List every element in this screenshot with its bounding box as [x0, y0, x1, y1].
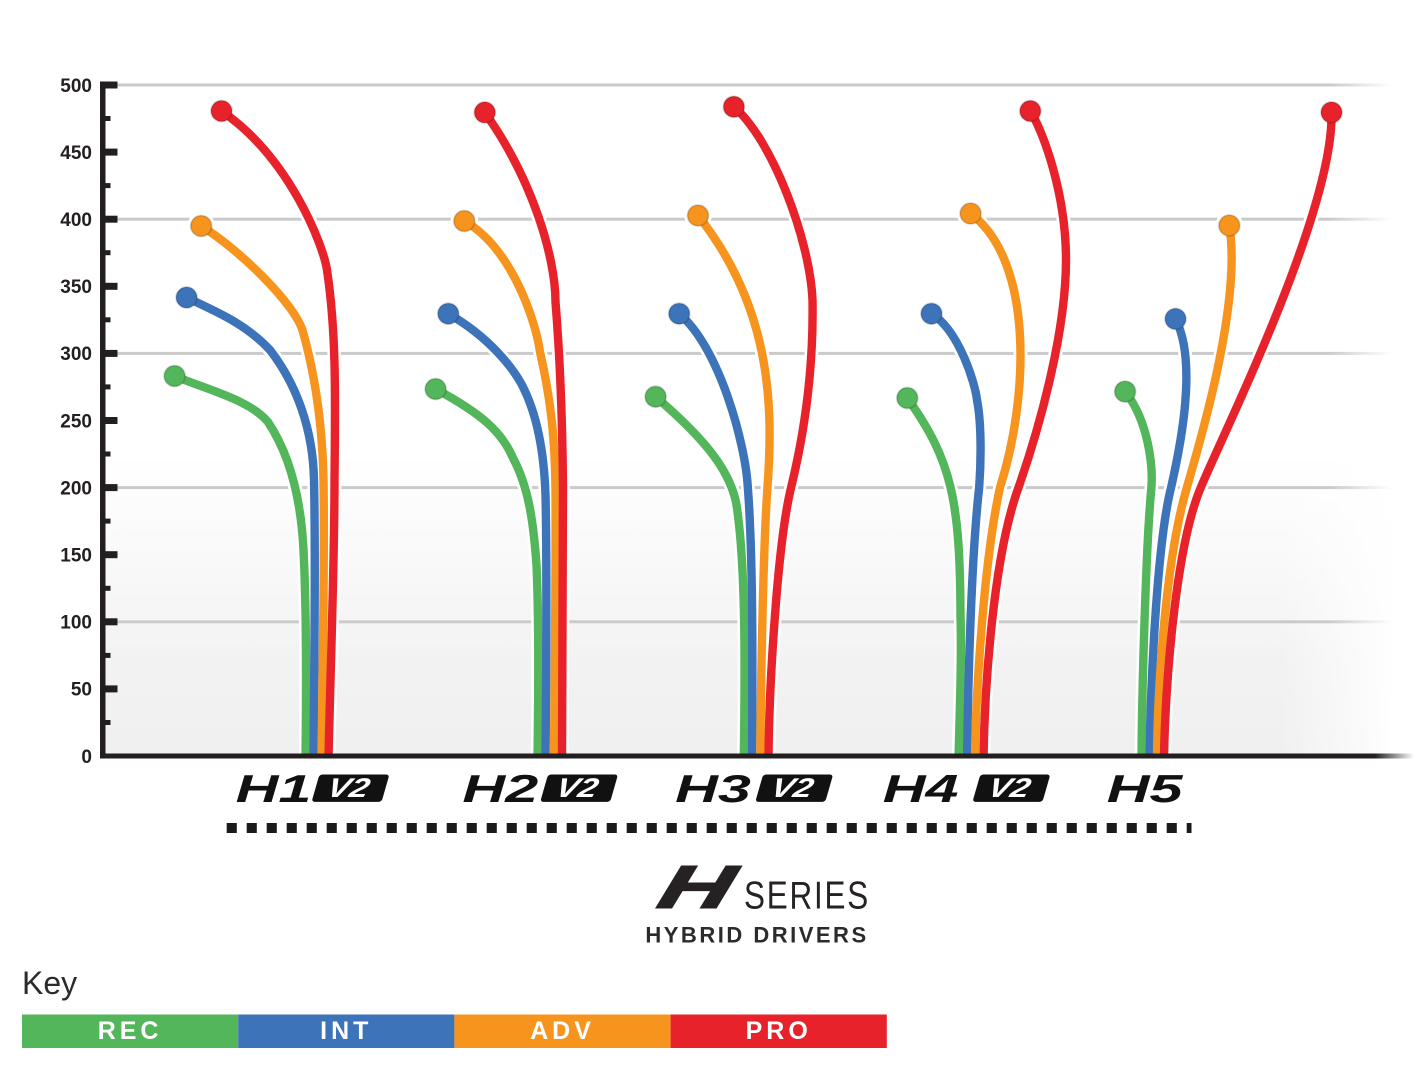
- svg-text:50: 50: [71, 680, 92, 701]
- svg-text:150: 150: [60, 546, 92, 567]
- svg-text:H1: H1: [236, 767, 312, 811]
- svg-text:H4: H4: [883, 767, 959, 811]
- svg-text:Key: Key: [22, 965, 77, 1001]
- svg-text:V2: V2: [324, 773, 374, 803]
- svg-text:SERIES: SERIES: [744, 875, 870, 918]
- svg-text:V2: V2: [985, 773, 1035, 803]
- svg-text:350: 350: [60, 277, 92, 298]
- svg-text:200: 200: [60, 478, 92, 499]
- svg-text:400: 400: [60, 210, 92, 231]
- svg-text:300: 300: [60, 344, 92, 365]
- svg-text:HYBRID DRIVERS: HYBRID DRIVERS: [645, 923, 868, 948]
- svg-text:0: 0: [81, 747, 92, 768]
- svg-text:250: 250: [60, 411, 92, 432]
- svg-text:V2: V2: [767, 773, 817, 803]
- svg-text:H3: H3: [675, 767, 751, 811]
- svg-text:V2: V2: [552, 773, 602, 803]
- svg-text:INT: INT: [320, 1017, 372, 1045]
- svg-text:H2: H2: [462, 767, 538, 811]
- svg-text:PRO: PRO: [746, 1017, 812, 1045]
- svg-text:100: 100: [60, 613, 92, 634]
- svg-text:H5: H5: [1107, 767, 1184, 811]
- svg-text:500: 500: [60, 76, 92, 97]
- svg-text:REC: REC: [98, 1017, 163, 1045]
- svg-text:ADV: ADV: [530, 1017, 595, 1045]
- svg-text:450: 450: [60, 143, 92, 164]
